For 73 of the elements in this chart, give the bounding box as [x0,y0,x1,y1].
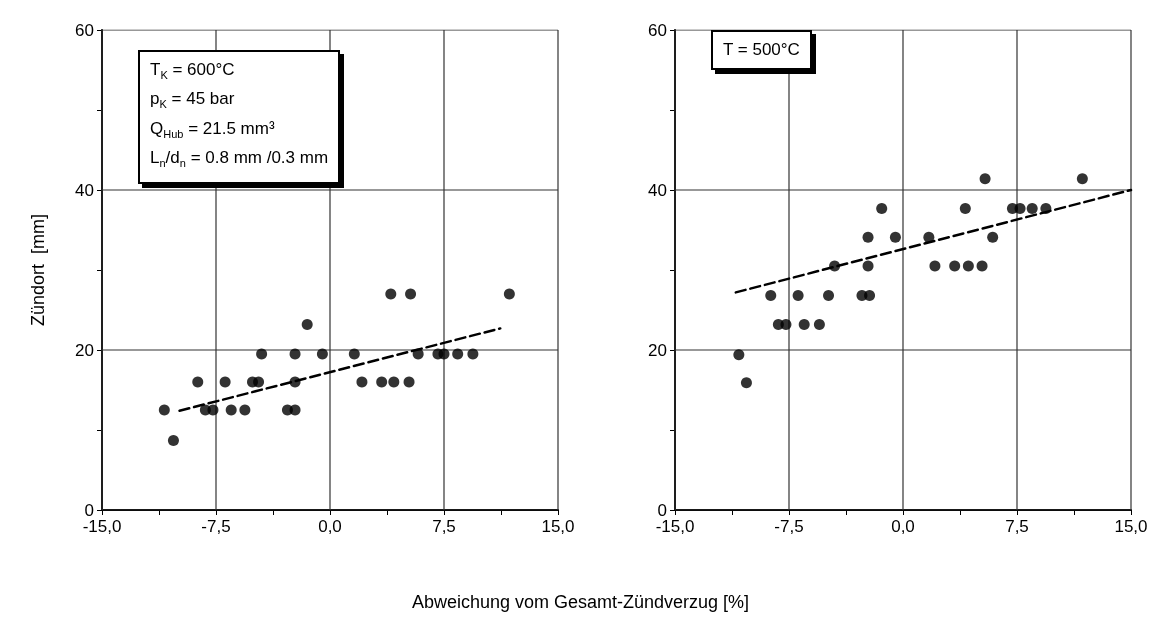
annotation: p$_{K}$ = 45 bar [150,88,236,113]
point [348,348,360,360]
y-tick-label: 40 [648,180,667,200]
point [403,376,415,388]
point [780,318,792,330]
point [929,260,941,272]
point [158,404,170,416]
point [219,376,231,388]
point [356,376,368,388]
point [207,404,219,416]
point [452,348,464,360]
point [467,348,479,360]
point [239,404,251,416]
point [976,260,988,272]
x-tick-label: -15,0 [82,517,122,536]
point [889,231,901,243]
point [438,348,450,360]
point [385,288,397,300]
annotation: L$_{n}$/d$_{n}$ = 0.8 mm /0.3 mm [150,147,329,172]
y-tick-label: 20 [648,340,667,360]
x-tick-label: 15,0 [541,517,575,536]
point [979,173,991,185]
point [740,377,752,389]
point [862,231,874,243]
point [823,290,835,302]
point [376,376,388,388]
point [949,260,961,272]
point [876,202,888,214]
point [192,376,204,388]
point [962,260,974,272]
point [864,290,876,302]
point [405,288,417,300]
point [316,348,328,360]
annotation: T = 500°C [723,39,800,61]
point [388,376,400,388]
point [289,348,301,360]
x-tick-label: -15,0 [655,517,695,536]
point [301,318,313,330]
y-tick-label: 0 [84,500,94,520]
x-tick-label: 7,5 [432,517,456,536]
point [798,318,810,330]
point [733,349,745,361]
point [289,404,301,416]
point [503,288,515,300]
point [253,376,265,388]
y-axis-title: Zündort [mm] [28,213,48,327]
point [1076,173,1088,185]
y-tick-label: 40 [75,180,94,200]
point [959,202,971,214]
x-tick-label: -7,5 [774,517,804,536]
x-tick-label: 7,5 [1005,517,1029,536]
point [225,404,237,416]
point [813,318,825,330]
x-tick-label: 0,0 [318,517,342,536]
point [987,231,999,243]
point [923,231,935,243]
y-tick-label: 0 [657,500,667,520]
x-axis-title: Abweichung vom Gesamt-Zündverzug [%] [410,592,751,613]
point [167,434,179,446]
annotation: Q$_{Hub}$ = 21.5 mm³ [150,117,276,143]
point [765,290,777,302]
x-tick-label: 15,0 [1114,517,1148,536]
point [256,348,268,360]
x-tick-label: 0,0 [891,517,915,536]
y-tick-label: 20 [75,340,94,360]
point [862,260,874,272]
x-tick-label: -7,5 [201,517,231,536]
point [1026,202,1038,214]
annotation: T$_{K}$ = 600°C [150,59,236,84]
point [1014,202,1026,214]
point [792,290,804,302]
y-tick-label: 60 [648,20,667,40]
y-tick-label: 60 [75,20,94,40]
